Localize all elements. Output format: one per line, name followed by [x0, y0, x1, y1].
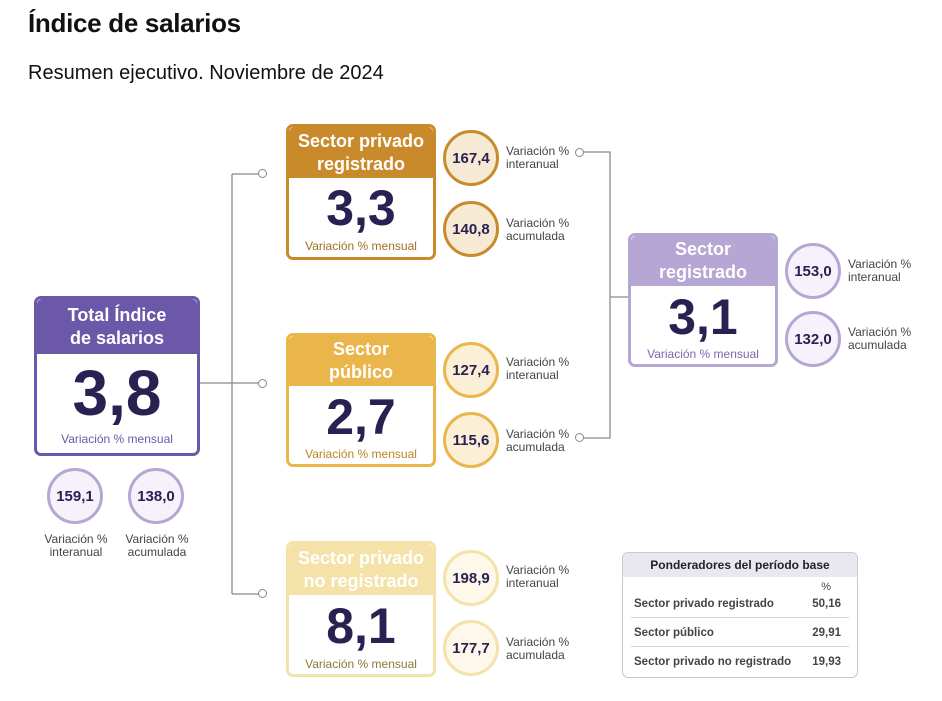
publico-card: Sector público 2,7 Variación % mensual: [286, 333, 436, 467]
publico-acumulada-bubble: 115,6: [443, 412, 499, 468]
privado-registrado-acumulada-label: Variación % acumulada: [506, 216, 570, 243]
sector-registrado-interanual-label: Variación % interanual: [848, 257, 912, 284]
no-registrado-card: Sector privado no registrado 8,1 Variació…: [286, 541, 436, 677]
privado-registrado-header: Sector privado registrado: [289, 127, 433, 178]
registrado-bracket: [580, 151, 611, 439]
publico-interanual-bubble: 127,4: [443, 342, 499, 398]
no-registrado-interanual-bubble: 198,9: [443, 550, 499, 606]
privado-registrado-card: Sector privado registrado 3,3 Variación %…: [286, 124, 436, 260]
connector-dot: [258, 589, 267, 598]
table-row: Sector privado registrado 50,16: [634, 598, 841, 610]
no-registrado-value: 8,1: [326, 598, 396, 654]
page-subtitle: Resumen ejecutivo. Noviembre de 2024: [28, 62, 384, 84]
total-interanual-bubble: 159,1: [47, 468, 103, 524]
total-acumulada-bubble: 138,0: [128, 468, 184, 524]
total-value: 3,8: [72, 357, 162, 429]
sector-registrado-label: Variación % mensual: [647, 347, 759, 361]
no-registrado-acumulada-label: Variación % acumulada: [506, 635, 570, 662]
sector-registrado-acumulada-label: Variación % acumulada: [848, 325, 912, 352]
sector-registrado-acumulada-bubble: 132,0: [785, 311, 841, 367]
table-row: Sector privado no registrado 19,93: [634, 656, 841, 668]
page-title: Índice de salarios: [28, 8, 241, 38]
privado-registrado-value: 3,3: [326, 180, 396, 236]
sector-registrado-interanual-bubble: 153,0: [785, 243, 841, 299]
no-registrado-interanual-label: Variación % interanual: [506, 563, 570, 590]
sector-registrado-header: Sector registrado: [631, 236, 775, 286]
no-registrado-label: Variación % mensual: [305, 657, 417, 671]
publico-label: Variación % mensual: [305, 447, 417, 461]
no-registrado-acumulada-bubble: 177,7: [443, 620, 499, 676]
publico-interanual-label: Variación % interanual: [506, 355, 570, 382]
total-label: Variación % mensual: [61, 432, 173, 446]
ponderadores-title: Ponderadores del período base: [623, 553, 857, 577]
total-acumulada-label: Variación % acumulada: [125, 532, 189, 559]
connector-dot: [575, 433, 584, 442]
connector-dot: [258, 169, 267, 178]
ponderadores-unit: %: [821, 581, 831, 593]
ponderadores-table: Ponderadores del período base % Sector p…: [622, 552, 858, 678]
connector-dot: [258, 379, 267, 388]
sector-registrado-card: Sector registrado 3,1 Variación % mensual: [628, 233, 778, 367]
total-card-header: Total Índice de salarios: [37, 299, 197, 354]
publico-acumulada-label: Variación % acumulada: [506, 427, 570, 454]
total-card: Total Índice de salarios 3,8 Variación % …: [34, 296, 200, 456]
privado-registrado-acumulada-bubble: 140,8: [443, 201, 499, 257]
table-row: Sector público 29,91: [634, 627, 841, 639]
privado-registrado-interanual-bubble: 167,4: [443, 130, 499, 186]
total-interanual-label: Variación % interanual: [44, 532, 108, 559]
sector-registrado-value: 3,1: [668, 289, 738, 345]
privado-registrado-label: Variación % mensual: [305, 239, 417, 253]
publico-header: Sector público: [289, 336, 433, 386]
publico-value: 2,7: [326, 389, 396, 445]
privado-registrado-interanual-label: Variación % interanual: [506, 144, 570, 171]
no-registrado-header: Sector privado no registrado: [289, 544, 433, 595]
connector-dot: [575, 148, 584, 157]
